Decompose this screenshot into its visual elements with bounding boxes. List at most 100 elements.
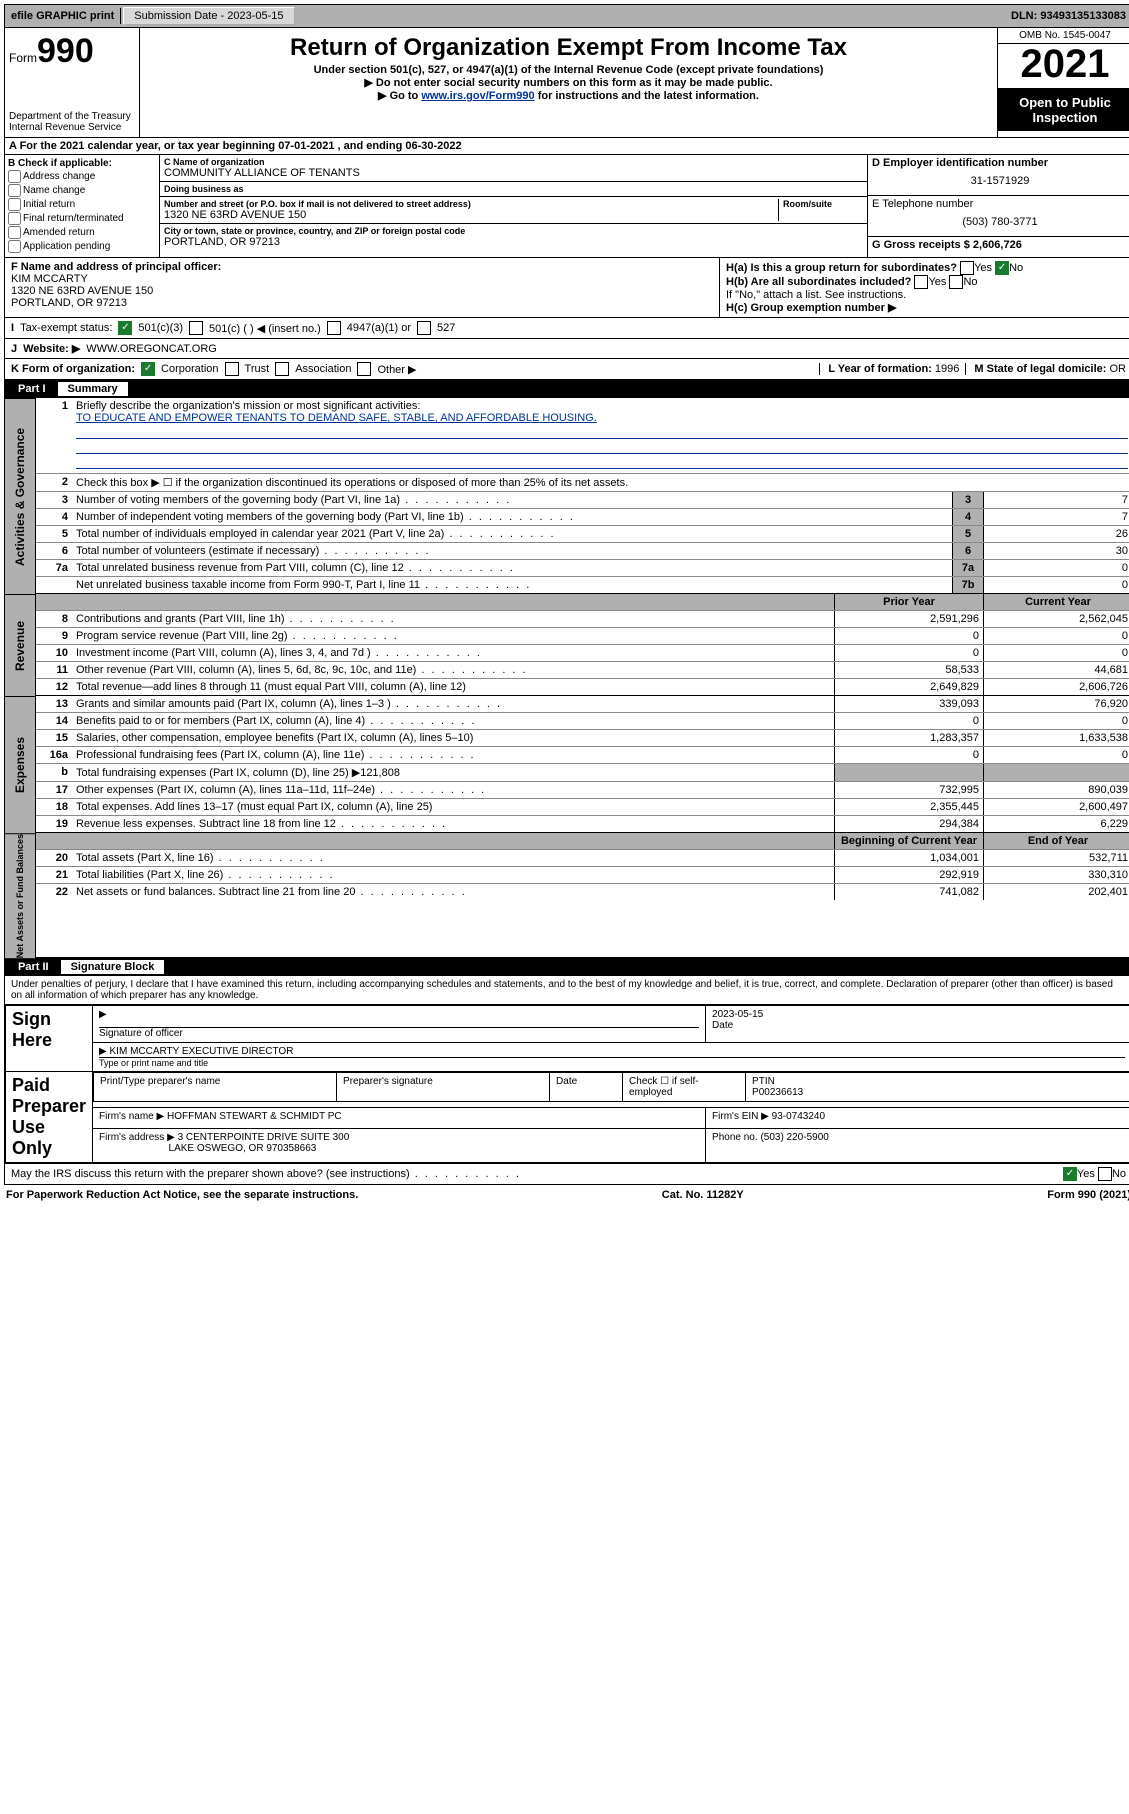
side-revenue: Revenue bbox=[4, 594, 36, 696]
chk-4947[interactable] bbox=[327, 321, 341, 335]
l10-py: 0 bbox=[834, 645, 983, 661]
chk-other[interactable] bbox=[357, 362, 371, 376]
firm-addr-row: Firm's address ▶ 3 CENTERPOINTE DRIVE SU… bbox=[93, 1129, 706, 1163]
mission-text: TO EDUCATE AND EMPOWER TENANTS TO DEMAND… bbox=[76, 412, 597, 424]
l10-cy: 0 bbox=[983, 645, 1129, 661]
l3-label: Number of voting members of the governin… bbox=[72, 492, 952, 508]
chk-address-change[interactable]: Address change bbox=[8, 170, 156, 183]
footer-left: For Paperwork Reduction Act Notice, see … bbox=[6, 1189, 358, 1201]
hdr-prior-year: Prior Year bbox=[834, 594, 983, 610]
city-label: City or town, state or province, country… bbox=[164, 226, 863, 236]
l17-py: 732,995 bbox=[834, 782, 983, 798]
l16b-label: Total fundraising expenses (Part IX, col… bbox=[72, 764, 834, 781]
prep-date-label: Date bbox=[550, 1073, 623, 1102]
l4-val: 7 bbox=[983, 509, 1129, 525]
l3-val: 7 bbox=[983, 492, 1129, 508]
chk-name-change[interactable]: Name change bbox=[8, 184, 156, 197]
chk-501c3[interactable]: ✓ bbox=[118, 321, 132, 335]
l16a-cy: 0 bbox=[983, 747, 1129, 763]
l17-label: Other expenses (Part IX, column (A), lin… bbox=[72, 782, 834, 798]
declaration-text: Under penalties of perjury, I declare th… bbox=[4, 976, 1129, 1005]
section-revenue: Revenue Prior YearCurrent Year 8Contribu… bbox=[4, 594, 1129, 696]
submission-date-button[interactable]: Submission Date - 2023-05-15 bbox=[123, 7, 294, 25]
hdr-end-year: End of Year bbox=[983, 833, 1129, 849]
hb-yes-chk[interactable] bbox=[914, 275, 928, 289]
row-i: I Tax-exempt status: ✓501(c)(3) 501(c) (… bbox=[4, 318, 1129, 339]
chk-corp[interactable]: ✓ bbox=[141, 362, 155, 376]
l7b-label: Net unrelated business taxable income fr… bbox=[72, 577, 952, 593]
l6-label: Total number of volunteers (estimate if … bbox=[72, 543, 952, 559]
l5-label: Total number of individuals employed in … bbox=[72, 526, 952, 542]
hb-no-chk[interactable] bbox=[949, 275, 963, 289]
page-footer: For Paperwork Reduction Act Notice, see … bbox=[4, 1185, 1129, 1205]
l12-label: Total revenue—add lines 8 through 11 (mu… bbox=[72, 679, 834, 695]
row-a-period: A For the 2021 calendar year, or tax yea… bbox=[4, 138, 1129, 155]
ha-row: H(a) Is this a group return for subordin… bbox=[726, 261, 1126, 275]
mission-line bbox=[76, 441, 1128, 454]
discuss-yes-chk[interactable]: ✓ bbox=[1063, 1167, 1077, 1181]
officer-label: F Name and address of principal officer: bbox=[11, 261, 221, 273]
ha-no-chk[interactable]: ✓ bbox=[995, 261, 1009, 275]
chk-app-pending[interactable]: Application pending bbox=[8, 240, 156, 253]
chk-amended-return[interactable]: Amended return bbox=[8, 226, 156, 239]
tel-label: E Telephone number bbox=[872, 198, 1128, 210]
l22-b: 741,082 bbox=[834, 884, 983, 900]
l22-label: Net assets or fund balances. Subtract li… bbox=[72, 884, 834, 900]
l8-py: 2,591,296 bbox=[834, 611, 983, 627]
chk-trust[interactable] bbox=[225, 362, 239, 376]
chk-final-return[interactable]: Final return/terminated bbox=[8, 212, 156, 225]
sign-here-label: Sign Here bbox=[12, 1009, 52, 1050]
tel-value: (503) 780-3771 bbox=[872, 210, 1128, 234]
l15-py: 1,283,357 bbox=[834, 730, 983, 746]
l4-label: Number of independent voting members of … bbox=[72, 509, 952, 525]
header-right: OMB No. 1545-0047 2021 Open to Public In… bbox=[997, 28, 1129, 137]
l16b-py bbox=[834, 764, 983, 781]
section-governance: Activities & Governance 1 Briefly descri… bbox=[4, 398, 1129, 594]
chk-501c[interactable] bbox=[189, 321, 203, 335]
officer-addr2: PORTLAND, OR 97213 bbox=[11, 297, 127, 309]
name-title-label: Type or print name and title bbox=[99, 1057, 1125, 1068]
l18-label: Total expenses. Add lines 13–17 (must eq… bbox=[72, 799, 834, 815]
efile-label: efile GRAPHIC print bbox=[5, 8, 121, 24]
l19-py: 294,384 bbox=[834, 816, 983, 832]
chk-527[interactable] bbox=[417, 321, 431, 335]
l2-label: Check this box ▶ ☐ if the organization d… bbox=[72, 474, 1129, 491]
prep-name-label: Print/Type preparer's name bbox=[94, 1073, 337, 1102]
l16b-cy bbox=[983, 764, 1129, 781]
l1-label: Briefly describe the organization's miss… bbox=[76, 400, 420, 412]
prep-sig-label: Preparer's signature bbox=[337, 1073, 550, 1102]
discuss-row: May the IRS discuss this return with the… bbox=[4, 1164, 1129, 1185]
ha-yes-chk[interactable] bbox=[960, 261, 974, 275]
l9-cy: 0 bbox=[983, 628, 1129, 644]
discuss-no-chk[interactable] bbox=[1098, 1167, 1112, 1181]
block-bcd: B Check if applicable: Address change Na… bbox=[4, 155, 1129, 258]
irs-link[interactable]: www.irs.gov/Form990 bbox=[421, 90, 534, 102]
col-b-title: B Check if applicable: bbox=[8, 158, 112, 169]
l16a-py: 0 bbox=[834, 747, 983, 763]
sig-date-label: Date bbox=[712, 1020, 733, 1031]
l14-cy: 0 bbox=[983, 713, 1129, 729]
l20-b: 1,034,001 bbox=[834, 850, 983, 866]
dba-label: Doing business as bbox=[164, 184, 863, 194]
l10-label: Investment income (Part VIII, column (A)… bbox=[72, 645, 834, 661]
part1-header: Part I Summary bbox=[4, 380, 1129, 398]
l7b-val: 0 bbox=[983, 577, 1129, 593]
mission-line bbox=[76, 456, 1128, 469]
l17-cy: 890,039 bbox=[983, 782, 1129, 798]
chk-assoc[interactable] bbox=[275, 362, 289, 376]
l21-label: Total liabilities (Part X, line 26) bbox=[72, 867, 834, 883]
l12-cy: 2,606,726 bbox=[983, 679, 1129, 695]
year-formation: L Year of formation: 1996 bbox=[819, 363, 959, 375]
org-name-label: C Name of organization bbox=[164, 157, 863, 167]
chk-initial-return[interactable]: Initial return bbox=[8, 198, 156, 211]
open-public-badge: Open to Public Inspection bbox=[998, 89, 1129, 131]
l7a-label: Total unrelated business revenue from Pa… bbox=[72, 560, 952, 576]
officer-addr1: 1320 NE 63RD AVENUE 150 bbox=[11, 285, 153, 297]
l15-label: Salaries, other compensation, employee b… bbox=[72, 730, 834, 746]
l6-val: 30 bbox=[983, 543, 1129, 559]
officer-name: KIM MCCARTY bbox=[11, 273, 88, 285]
city-value: PORTLAND, OR 97213 bbox=[164, 236, 863, 248]
l13-label: Grants and similar amounts paid (Part IX… bbox=[72, 696, 834, 712]
form-header: Form990 Department of the Treasury Inter… bbox=[4, 28, 1129, 138]
mission-line bbox=[76, 426, 1128, 439]
